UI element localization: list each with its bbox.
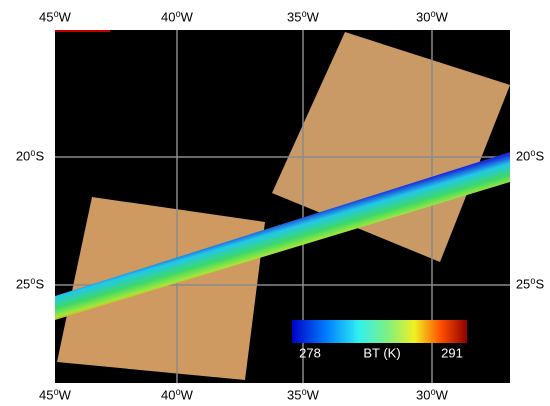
latitude-label: 25⁰S xyxy=(516,276,545,291)
colorbar-max: 291 xyxy=(441,345,463,360)
page: 278 BT (K) 291 45⁰W 40⁰W 35⁰W 30⁰W 45⁰W 40⁰W 3… xyxy=(0,0,550,406)
longitude-label: 45⁰W xyxy=(39,9,72,24)
longitude-label: 40⁰W xyxy=(161,9,194,24)
longitude-label: 30⁰W xyxy=(416,9,449,24)
colorbar-min: 278 xyxy=(299,345,321,360)
longitude-label: 35⁰W xyxy=(287,387,320,402)
colorbar xyxy=(292,320,467,343)
latitude-label: 20⁰S xyxy=(516,148,545,163)
map-figure: 278 BT (K) 291 45⁰W 40⁰W 35⁰W 30⁰W 45⁰W 40⁰W 3… xyxy=(0,0,550,406)
latitude-label: 20⁰S xyxy=(16,148,45,163)
colorbar-label: BT (K) xyxy=(363,345,400,360)
longitude-label: 35⁰W xyxy=(287,9,320,24)
longitude-label: 40⁰W xyxy=(161,387,194,402)
longitude-label: 30⁰W xyxy=(416,387,449,402)
latitude-label: 25⁰S xyxy=(16,276,45,291)
longitude-label: 45⁰W xyxy=(39,387,72,402)
